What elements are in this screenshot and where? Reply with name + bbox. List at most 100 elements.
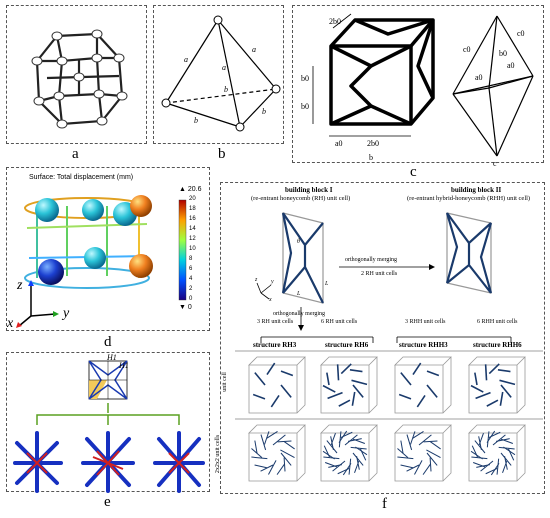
- strut: [426, 452, 438, 466]
- strut: [471, 445, 478, 458]
- panel-d: Surface: Total displacement (mm): [6, 167, 210, 331]
- strut: [486, 431, 490, 448]
- strut: [426, 449, 441, 458]
- colorbar-max: ▲ 20.6: [179, 186, 202, 193]
- strut: [332, 460, 346, 472]
- strut: [499, 391, 504, 406]
- block1-title: building block I: [285, 186, 333, 194]
- strut: [471, 456, 488, 460]
- displacement-title: Surface: Total displacement (mm): [29, 174, 134, 181]
- lattice-cube: [320, 356, 378, 414]
- displacement-plot: [16, 195, 187, 328]
- strut: [352, 452, 364, 466]
- strut: [336, 364, 340, 381]
- strut: [323, 456, 340, 460]
- h1-label: H1: [107, 353, 117, 362]
- strut: [266, 362, 276, 376]
- octa-label: a0: [475, 73, 483, 82]
- strut: [330, 432, 336, 446]
- strut: [338, 431, 342, 448]
- octa-label: c0: [463, 45, 471, 54]
- axis-z: z: [255, 277, 258, 283]
- strut: [422, 464, 431, 475]
- dim-label: b0: [301, 74, 309, 83]
- arrow-bottom-label: 2 RH unit cells: [361, 271, 398, 277]
- colorbar-tick-label: 4: [189, 276, 193, 282]
- edge-label: b: [262, 107, 266, 116]
- strut: [492, 434, 506, 446]
- colorbar-tick-label: 2: [189, 286, 193, 292]
- edge-label: b: [224, 85, 228, 94]
- panel-f-label: f: [382, 496, 387, 512]
- cell-label-L: L: [325, 281, 329, 287]
- honeycomb-structures: [235, 212, 543, 482]
- strut: [500, 384, 512, 398]
- lattice-cube: [468, 424, 526, 482]
- axis-x: x: [269, 297, 272, 303]
- octa-label: b0: [499, 49, 507, 58]
- dim-label: b: [369, 153, 373, 162]
- strut: [360, 448, 367, 461]
- block2-sub: (re-entrant hybrid-honeycomb (RHH) unit …: [407, 195, 531, 202]
- strut: [416, 394, 426, 408]
- strut: [398, 393, 412, 400]
- strut: [474, 372, 478, 386]
- lattice-cube: [394, 356, 452, 414]
- panel-a: [6, 5, 147, 144]
- arrow-down-label: orthogonally merging: [273, 311, 326, 317]
- strut: [351, 379, 368, 386]
- star-cube-and-octahedron: 2b0 b0 b0 a0 2b0 b c0 c0 b0 a0 a0 c: [301, 13, 534, 168]
- strut: [284, 441, 295, 450]
- strut: [400, 440, 404, 454]
- strut: [254, 372, 266, 386]
- lattice-cubes: [248, 356, 526, 482]
- strut: [500, 438, 514, 444]
- strut: [414, 460, 423, 475]
- structure-rh3-label: structure RH3: [253, 341, 297, 349]
- strut: [352, 384, 364, 398]
- strut: [272, 434, 286, 446]
- lattice-cube: [248, 424, 306, 482]
- panel-c-label: c: [410, 164, 417, 180]
- strut: [348, 458, 352, 475]
- strut: [496, 458, 500, 475]
- h1-label: H1: [119, 361, 129, 370]
- edge-label: a: [252, 45, 256, 54]
- panel-f: building block I (re-entrant honeycomb (…: [215, 182, 545, 494]
- dim-label: b0: [301, 102, 309, 111]
- strut: [352, 438, 366, 444]
- colorbar-tick-label: 8: [189, 256, 193, 262]
- colorbar-ticks: 20 18 16 14 12 10 8 6 4 2 0: [189, 196, 207, 302]
- panel-a-label: a: [72, 146, 79, 162]
- panel-b: a a a b b b: [153, 5, 284, 144]
- cube-outline: [248, 356, 306, 414]
- block1-sub: (re-entrant honeycomb (RH) unit cell): [251, 195, 351, 202]
- structure-rh6-label: structure RH6: [325, 341, 369, 349]
- group-label-rh3: 3 RH unit cells: [257, 319, 294, 325]
- strut: [470, 384, 484, 393]
- structure-rhh3-label: structure RHH3: [399, 341, 448, 349]
- dim-label: 2b0: [367, 139, 379, 148]
- strut: [326, 440, 338, 454]
- strut: [484, 364, 488, 381]
- strut: [488, 363, 500, 375]
- strut: [337, 468, 350, 475]
- strut: [324, 462, 338, 468]
- strut: [252, 393, 266, 400]
- strut: [508, 448, 515, 461]
- strut: [499, 379, 516, 386]
- cell-label-theta: θ: [297, 239, 300, 245]
- panel-c: 2b0 b0 b0 a0 2b0 b c0 c0 b0 a0 a0 c: [292, 5, 544, 168]
- cube-outline: [320, 424, 378, 482]
- group-label-rhh6: 6 RHH unit cells: [477, 319, 518, 325]
- panel-d-label: d: [104, 334, 112, 350]
- strut: [349, 368, 363, 373]
- strut: [260, 434, 267, 451]
- strut: [350, 446, 367, 450]
- dim-label: 2b0: [329, 17, 341, 26]
- strut: [323, 445, 330, 458]
- panel-e: H1 H1: [6, 352, 210, 493]
- axis-y: y: [271, 279, 274, 285]
- lattice-cube: [248, 356, 306, 414]
- strut: [280, 452, 292, 466]
